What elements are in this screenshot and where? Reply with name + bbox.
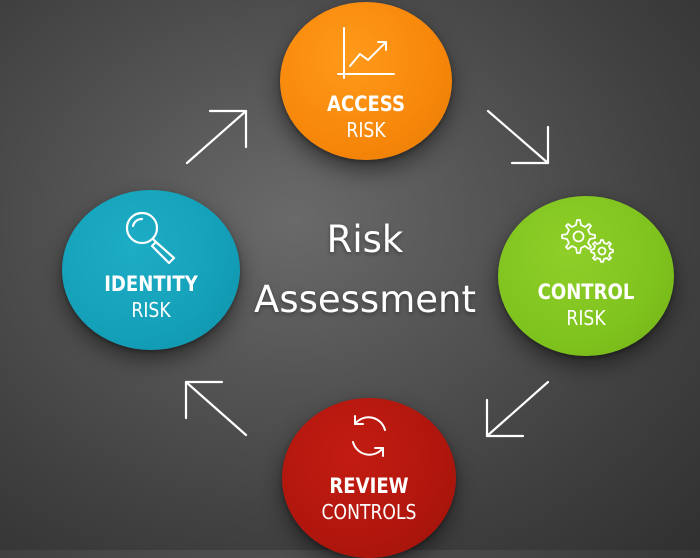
center-title-line-2: Assessment (254, 278, 476, 321)
review-controls-subtitle: CONTROLS (321, 500, 417, 524)
refresh-cycle-icon (352, 415, 386, 457)
review-controls-node: REVIEW CONTROLS (282, 398, 456, 558)
line-chart-icon (337, 27, 395, 79)
identity-risk-node: IDENTITY RISK (62, 190, 240, 350)
magnifier-icon (125, 211, 176, 264)
identity-risk-subtitle: RISK (131, 298, 171, 322)
identity-risk-title: IDENTITY (104, 272, 198, 296)
control-risk-node: CONTROL RISK (498, 196, 674, 356)
access-risk-node: ACCESS RISK (280, 2, 452, 160)
arrow-review-to-identity (184, 380, 248, 437)
review-controls-title: REVIEW (329, 474, 409, 498)
center-title-line-1: Risk (326, 218, 404, 261)
arrow-identity-to-access (185, 109, 248, 165)
arrow-access-to-control (486, 109, 550, 165)
control-risk-subtitle: RISK (566, 306, 606, 330)
arrow-control-to-review (485, 380, 550, 438)
access-risk-title: ACCESS (326, 92, 406, 116)
gears-icon (561, 219, 614, 263)
access-risk-subtitle: RISK (346, 118, 386, 142)
control-risk-title: CONTROL (537, 280, 635, 304)
